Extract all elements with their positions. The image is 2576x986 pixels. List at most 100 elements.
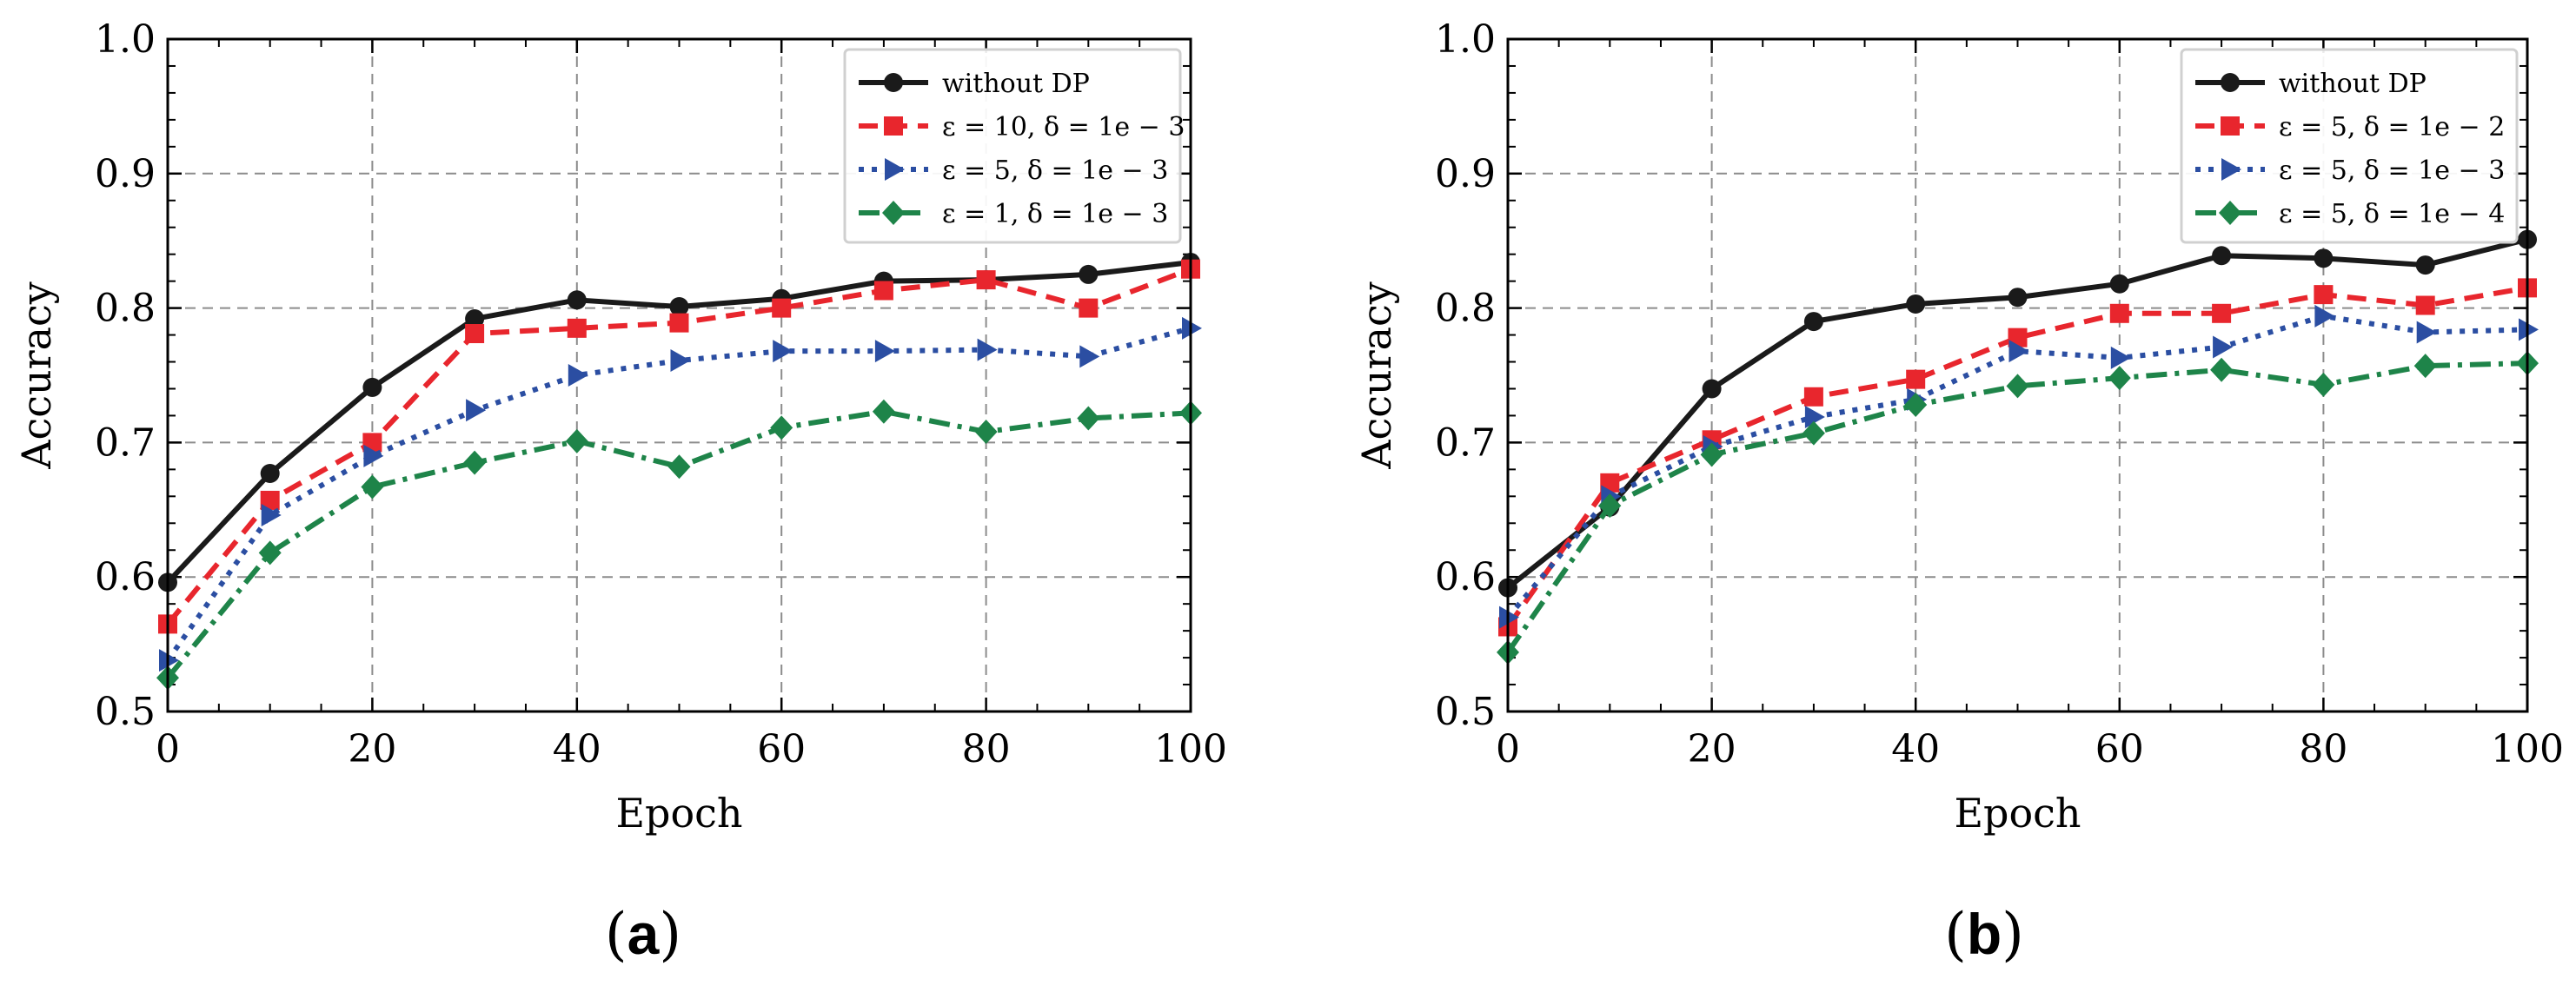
data-point (772, 298, 792, 318)
x-tick-label: 80 (2299, 727, 2347, 771)
series-line (165, 325, 1192, 662)
caption-open-paren: ( (1944, 901, 1967, 968)
data-point (565, 428, 588, 453)
y-tick-label: 0.7 (1435, 420, 1496, 465)
x-tick-label: 0 (1496, 727, 1520, 771)
data-point (260, 464, 280, 484)
y-axis-label: Accuracy (1353, 281, 1400, 470)
data-point (466, 399, 487, 422)
series-1 (158, 252, 1200, 592)
data-point (2213, 335, 2234, 359)
series-4 (156, 399, 1202, 691)
data-point (2008, 340, 2029, 363)
data-point (872, 399, 895, 424)
legend-entry: ε = 10, δ = 1e − 3 (859, 112, 1185, 142)
data-point (669, 297, 689, 317)
data-point (2110, 346, 2131, 369)
panel-caption: (a) (605, 901, 681, 968)
legend-entry: ε = 5, δ = 1e − 4 (2195, 199, 2505, 229)
data-point (567, 318, 587, 338)
legend-label: without DP (942, 69, 1090, 99)
panel-caption: (b) (1944, 901, 2024, 968)
plot-frame (166, 37, 1192, 713)
data-point (976, 270, 996, 290)
x-tick-label: 20 (348, 727, 396, 771)
data-point (1804, 405, 1825, 428)
data-point (1803, 387, 1823, 407)
legend-marker (2221, 158, 2241, 181)
legend-label: ε = 5, δ = 1e − 4 (2279, 199, 2505, 229)
legend-label: ε = 5, δ = 1e − 3 (942, 156, 1168, 186)
data-point (1906, 294, 1926, 314)
y-tick-label: 0.5 (95, 690, 156, 734)
series-3 (1499, 304, 2539, 629)
data-point (2314, 248, 2334, 268)
data-point (568, 364, 588, 387)
data-point (2312, 372, 2335, 397)
data-point (670, 348, 691, 372)
x-tick-label: 20 (1688, 727, 1736, 771)
data-point (567, 290, 587, 310)
legend-box (843, 48, 1182, 244)
data-point (2109, 303, 2129, 323)
data-point (977, 338, 998, 361)
series-line (1505, 313, 2528, 619)
data-point (361, 474, 384, 500)
x-tick-label: 60 (2095, 727, 2144, 771)
data-point (1803, 312, 1823, 332)
legend-entry: without DP (2195, 69, 2427, 99)
data-point (2006, 374, 2029, 399)
data-point (1802, 420, 1825, 446)
x-tick-label: 40 (553, 727, 601, 771)
y-tick-label: 0.9 (95, 152, 156, 196)
data-point (2008, 288, 2028, 308)
x-tick-label: 100 (2491, 727, 2564, 771)
x-tick-label: 0 (156, 727, 180, 771)
data-point (874, 340, 895, 363)
data-point (1079, 264, 1099, 284)
plot-frame (1506, 37, 2529, 713)
series-1 (1498, 229, 2537, 598)
data-point (465, 324, 485, 344)
x-tick-label: 80 (962, 727, 1011, 771)
x-tick-label: 60 (757, 727, 806, 771)
data-point (2314, 304, 2335, 328)
y-tick-label: 0.6 (1435, 555, 1496, 599)
data-point (873, 281, 893, 301)
legend: without DP ε = 5, δ = 1e − 2 ε = 5, δ = 1e… (2180, 48, 2519, 244)
legend-entry: ε = 5, δ = 1e − 2 (2195, 112, 2505, 142)
legend-marker (882, 201, 905, 225)
legend-label: without DP (2279, 69, 2427, 99)
data-point (1702, 379, 1722, 399)
x-tick-label: 40 (1891, 727, 1940, 771)
legend-marker (884, 116, 903, 136)
legend-marker (2221, 116, 2240, 136)
legend-entry: ε = 5, δ = 1e − 3 (859, 156, 1168, 186)
data-point (1906, 369, 1926, 389)
x-axis-label: Epoch (1954, 790, 2081, 837)
data-point (1077, 406, 1100, 431)
data-point (667, 454, 691, 480)
data-point (363, 444, 384, 467)
legend-box (2180, 48, 2519, 244)
data-point (362, 377, 382, 397)
y-tick-label: 1.0 (95, 17, 156, 62)
x-tick-label: 100 (1154, 727, 1227, 771)
legend-entry: ε = 1, δ = 1e − 3 (859, 199, 1168, 229)
data-point (2413, 354, 2437, 379)
data-point (2212, 303, 2232, 323)
caption-letter: b (1967, 902, 2002, 966)
data-point (974, 420, 998, 445)
legend-marker (885, 158, 905, 181)
data-point (669, 313, 689, 333)
caption-close-paren: ) (659, 901, 681, 968)
data-point (463, 450, 487, 475)
y-tick-label: 0.6 (95, 555, 156, 599)
y-tick-label: 1.0 (1435, 17, 1496, 62)
data-point (2109, 274, 2129, 294)
y-tick-label: 0.8 (1435, 287, 1496, 331)
legend-entry: without DP (859, 69, 1090, 99)
data-point (2314, 285, 2334, 305)
y-tick-label: 0.9 (1435, 152, 1496, 196)
data-point (2212, 246, 2232, 266)
